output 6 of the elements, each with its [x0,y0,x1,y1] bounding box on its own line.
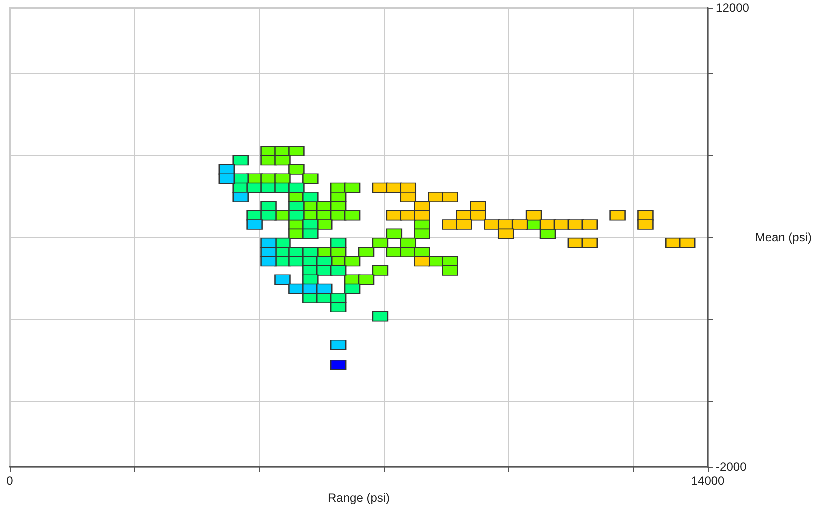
y-axis-title: Mean (psi) [755,230,812,245]
x-axis-title: Range (psi) [328,491,390,505]
y-tick-label: -2000 [716,460,748,474]
x-tick-label: 0 [6,474,14,488]
x-tick-label: 14000 [691,474,726,488]
y-tick-label: 12000 [716,1,750,15]
